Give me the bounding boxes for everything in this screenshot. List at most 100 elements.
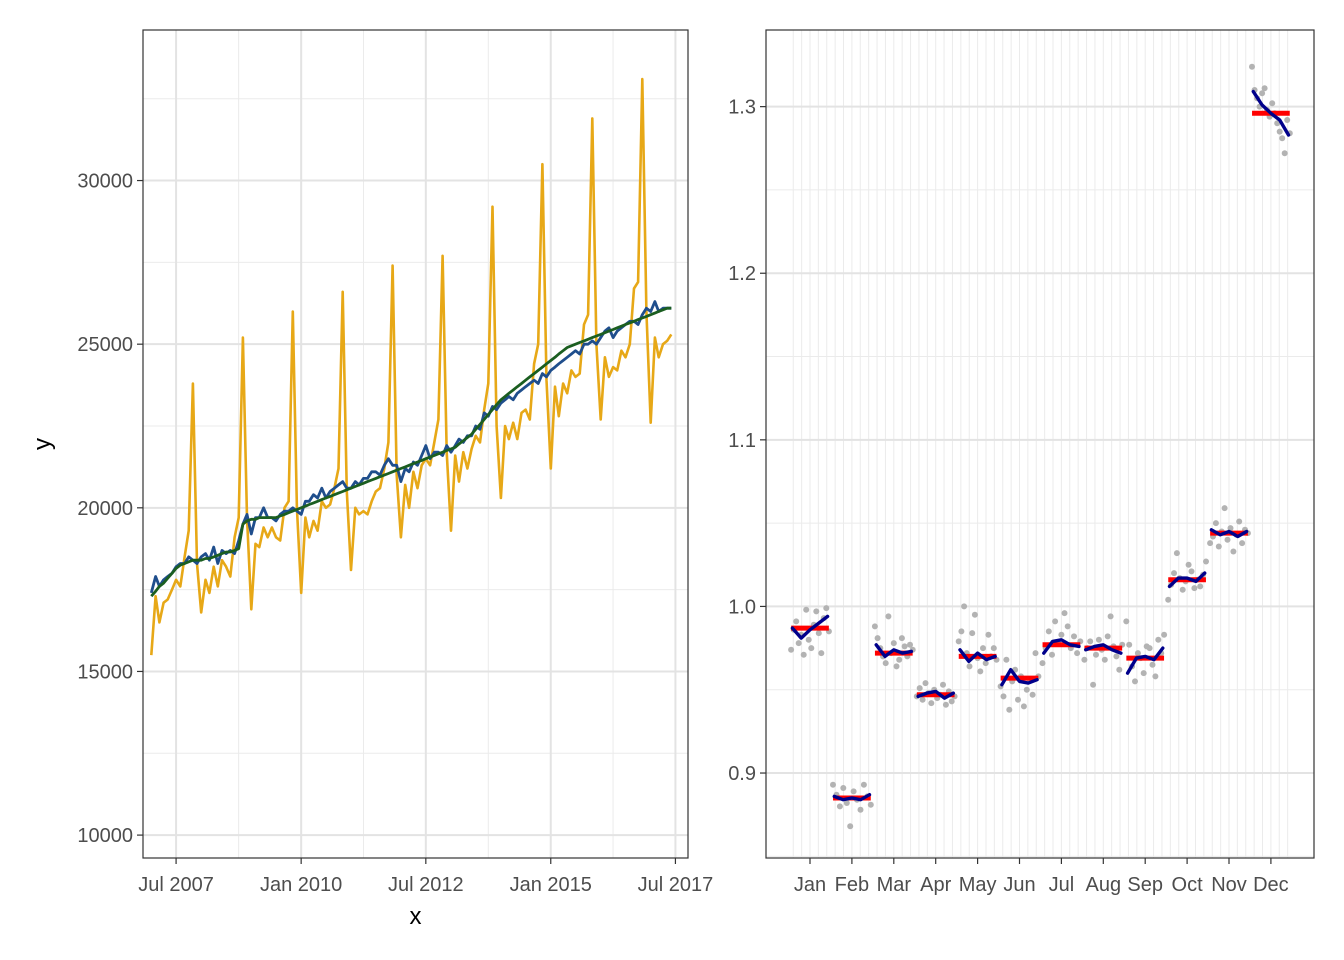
seasonal-point	[907, 641, 913, 648]
right-plot-background	[766, 30, 1314, 858]
seasonal-point	[1281, 150, 1288, 157]
seasonal-point	[1203, 558, 1209, 565]
seasonal-point	[969, 630, 976, 637]
seasonal-point	[1032, 650, 1039, 657]
right-gridlines	[766, 30, 1314, 858]
seasonal-point	[847, 823, 854, 830]
y-tick-label: 1.3	[728, 97, 756, 119]
month-trend-line	[832, 793, 872, 802]
seasonal-point	[805, 636, 812, 643]
seasonal-point	[1029, 691, 1036, 698]
seasonal-point	[788, 646, 795, 653]
x-tick-label: May	[959, 874, 997, 896]
seasonal-point	[1020, 703, 1027, 710]
seasonal-point	[898, 635, 905, 642]
seasonal-point	[958, 628, 965, 635]
x-axis-title: x	[410, 903, 422, 930]
seasonal-point	[1064, 623, 1071, 630]
seasonal-point	[1095, 636, 1102, 643]
seasonal-point	[940, 681, 946, 688]
month-trend-line	[1125, 646, 1165, 675]
seasonal-point	[1236, 518, 1243, 525]
y-tick-label: 0.9	[728, 763, 756, 785]
y-axis-title: y	[29, 438, 56, 450]
seasonal-point	[1101, 656, 1108, 663]
seasonal-point	[1015, 696, 1021, 703]
seasonal-point	[980, 645, 986, 652]
seasonal-point	[1061, 610, 1068, 617]
seasonal-point	[1279, 135, 1286, 142]
seasonal-point	[1023, 686, 1030, 693]
x-tick-label: Oct	[1172, 874, 1204, 896]
seasonal-point	[966, 663, 973, 670]
seasonal-point	[1093, 651, 1099, 658]
seasonal-point	[1071, 633, 1077, 640]
seasonal-point	[982, 660, 989, 667]
month-trend-line	[1083, 643, 1123, 655]
series-line-2	[149, 300, 672, 594]
left-series-group	[149, 77, 673, 656]
month-trend-line	[1209, 528, 1249, 539]
seasonal-point	[1058, 631, 1065, 638]
seasonal-point	[901, 643, 908, 650]
seasonal-point	[1215, 543, 1222, 550]
seasonal-point	[813, 608, 820, 615]
seasonal-point	[1000, 693, 1007, 700]
seasonal-point	[1123, 618, 1130, 625]
seasonal-point	[942, 701, 949, 708]
seasonal-point	[793, 618, 800, 625]
seasonal-point	[818, 650, 825, 657]
seasonal-point	[857, 806, 864, 813]
y-tick-label: 15000	[77, 661, 133, 683]
seasonal-point	[1104, 633, 1111, 640]
x-tick-label: Jan 2015	[510, 874, 592, 896]
left-gridlines	[143, 30, 688, 858]
x-tick-label: Jul	[1049, 874, 1075, 896]
seasonal-point	[830, 781, 836, 788]
seasonal-point	[1049, 651, 1055, 658]
seasonal-point	[916, 685, 923, 692]
seasonal-point	[885, 613, 892, 620]
series-line-1	[150, 77, 673, 656]
month-trend-line	[1251, 89, 1291, 137]
seasonal-point	[803, 606, 810, 613]
seasonal-point	[1140, 670, 1147, 677]
seasonal-point	[1045, 628, 1052, 635]
seasonal-point	[1039, 660, 1046, 667]
month-trend-line	[1167, 571, 1207, 589]
seasonal-point	[1274, 120, 1281, 127]
seasonal-point	[922, 680, 929, 687]
seasonal-point	[1249, 63, 1255, 70]
x-tick-label: Jul 2017	[638, 874, 714, 896]
y-tick-label: 30000	[77, 171, 133, 193]
seasonal-point	[890, 640, 897, 647]
month-trend-line	[1000, 668, 1039, 687]
y-tick-label: 20000	[77, 498, 133, 520]
x-tick-label: Nov	[1211, 874, 1247, 896]
seasonal-point	[1107, 613, 1114, 620]
left-panel-border	[142, 29, 689, 859]
month-trend-line	[874, 643, 914, 659]
seasonal-point	[882, 660, 889, 667]
seasonal-point	[1113, 653, 1120, 660]
x-tick-label: Feb	[835, 874, 869, 896]
seasonal-point	[1227, 525, 1234, 532]
seasonal-point	[843, 800, 850, 806]
seasonal-point	[1165, 596, 1172, 603]
seasonal-point	[1074, 650, 1081, 657]
seasonal-point	[836, 803, 843, 810]
seasonal-point	[1087, 638, 1094, 645]
seasonal-point	[871, 623, 878, 630]
x-tick-label: Jul 2007	[138, 874, 214, 896]
y-tick-label: 1.0	[728, 596, 756, 618]
seasonal-point	[1191, 585, 1198, 592]
seasonal-point	[1185, 561, 1192, 568]
month-trend-line	[1042, 638, 1081, 655]
right-trend-group	[790, 89, 1291, 802]
seasonal-point	[985, 631, 992, 638]
seasonal-point	[977, 668, 984, 675]
seasonal-point	[874, 635, 881, 642]
seasonal-point	[808, 645, 815, 652]
left-plot-background	[143, 30, 688, 858]
